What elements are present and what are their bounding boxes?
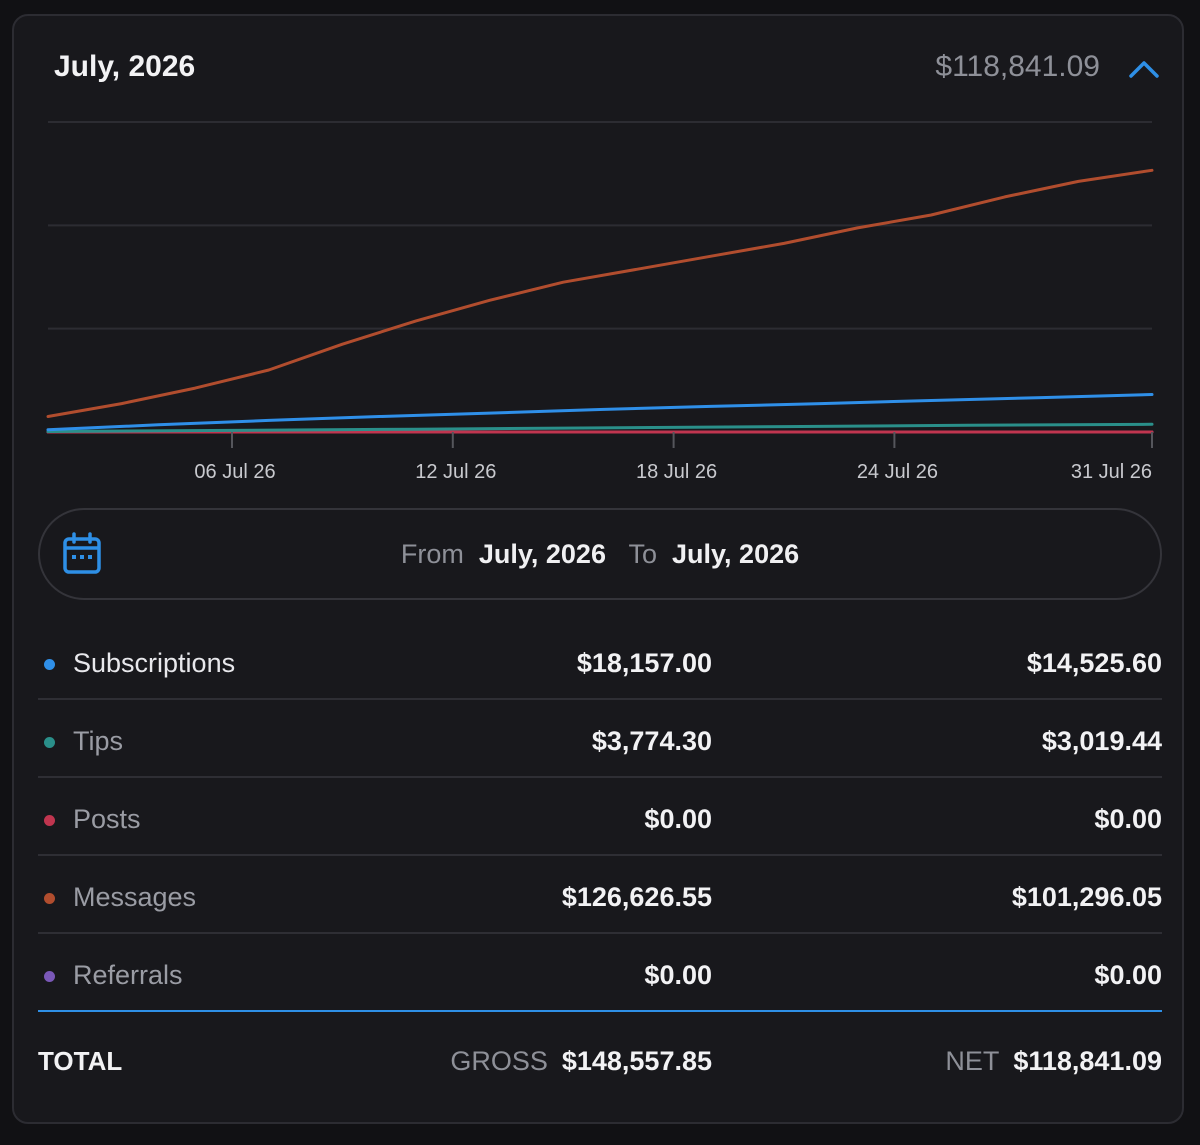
gross-amount: $148,557.85 xyxy=(561,1046,712,1076)
referrals-dot xyxy=(44,971,55,982)
x-tick-label: 18 Jul 26 xyxy=(636,461,717,483)
earnings-chart: 06 Jul 26 12 Jul 26 18 Jul 26 24 Jul 26 31 J… xyxy=(46,121,1154,483)
gross-label: GROSS xyxy=(450,1046,548,1076)
row-messages: Messages $126,626.55 $101,296.05 xyxy=(38,856,1162,934)
month-title: July, 2026 xyxy=(54,50,196,83)
total-label: TOTAL xyxy=(38,1046,123,1076)
net-label: NET xyxy=(945,1046,1000,1076)
row-gross: $3,774.30 xyxy=(591,726,712,756)
row-net: $14,525.60 xyxy=(1026,648,1162,678)
from-value: July, 2026 xyxy=(478,539,606,569)
net-amount: $118,841.09 xyxy=(1013,1046,1162,1076)
messages-dot xyxy=(44,893,55,904)
row-referrals: Referrals $0.00 $0.00 xyxy=(38,934,1162,1012)
row-name: Subscriptions xyxy=(73,648,236,678)
row-name: Tips xyxy=(73,726,124,756)
from-label: From xyxy=(400,539,464,569)
row-gross: $126,626.55 xyxy=(561,882,712,912)
x-tick-label: 12 Jul 26 xyxy=(415,461,496,483)
x-tick-label: 24 Jul 26 xyxy=(857,461,938,483)
total-net: NET $118,841.09 xyxy=(945,1046,1162,1077)
series-line-tips xyxy=(46,422,1154,433)
row-gross: $0.00 xyxy=(644,960,712,990)
row-net: $0.00 xyxy=(1094,960,1162,990)
row-name: Posts xyxy=(73,804,141,834)
to-label: To xyxy=(628,539,658,569)
tips-dot xyxy=(44,737,55,748)
to-value: July, 2026 xyxy=(672,539,800,569)
row-net: $3,019.44 xyxy=(1041,726,1162,756)
series-line-subscriptions xyxy=(46,393,1154,432)
x-tick-label: 31 Jul 26 xyxy=(1071,461,1152,483)
date-range-text: From July, 2026 To July, 2026 xyxy=(40,539,1160,570)
subscriptions-dot xyxy=(44,659,55,670)
calendar-icon xyxy=(63,532,101,574)
row-net: $101,296.05 xyxy=(1011,882,1162,912)
collapse-button[interactable] xyxy=(1126,54,1162,84)
row-net: $0.00 xyxy=(1094,804,1162,834)
row-tips: Tips $3,774.30 $3,019.44 xyxy=(38,700,1162,778)
month-total: $118,841.09 xyxy=(935,50,1100,83)
row-name: Messages xyxy=(73,882,197,912)
row-posts: Posts $0.00 $0.00 xyxy=(38,778,1162,856)
chevron-up-icon xyxy=(1129,61,1159,78)
series-line-messages xyxy=(46,168,1154,418)
total-row: TOTAL GROSS $148,557.85 NET $118,841.09 xyxy=(38,1028,1162,1088)
earnings-card: July, 2026 $118,841.09 06 Jul 26 12 Jul 2… xyxy=(12,14,1184,1124)
row-subscriptions: Subscriptions $18,157.00 $14,525.60 xyxy=(38,622,1162,700)
row-gross: $18,157.00 xyxy=(576,648,712,678)
posts-dot xyxy=(44,815,55,826)
total-gross: GROSS $148,557.85 xyxy=(450,1046,712,1077)
row-gross: $0.00 xyxy=(644,804,712,834)
date-range-picker[interactable]: From July, 2026 To July, 2026 xyxy=(38,508,1162,600)
earnings-breakdown: Subscriptions $18,157.00 $14,525.60 Tips… xyxy=(38,622,1162,1012)
x-tick-label: 06 Jul 26 xyxy=(194,461,275,483)
row-name: Referrals xyxy=(73,960,183,990)
